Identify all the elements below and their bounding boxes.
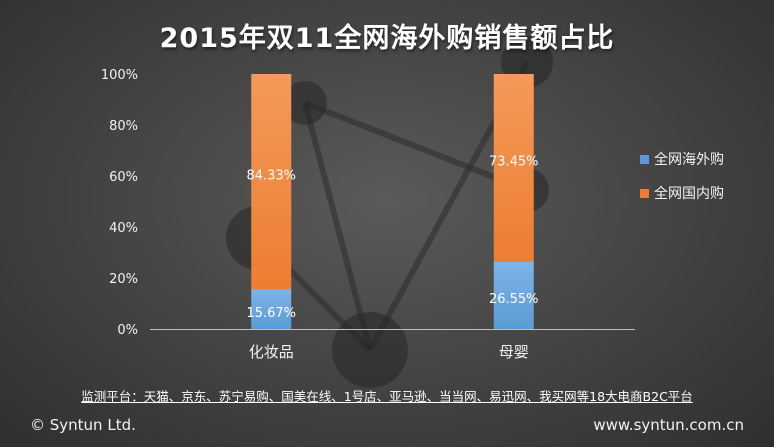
- data-label: 15.67%: [246, 306, 296, 321]
- legend-item-domestic: 全网国内购: [640, 184, 724, 202]
- bar-overseas-1: [493, 261, 534, 329]
- y-tick-label: 100%: [101, 68, 138, 83]
- legend-label-overseas: 全网海外购: [654, 152, 724, 168]
- legend-swatch-overseas: [640, 154, 649, 164]
- x-tick-label: 母婴: [499, 343, 529, 361]
- x-tick-label: 化妆品: [249, 343, 294, 361]
- source-note: 监测平台：天猫、京东、苏宁易购、国美在线、1号店、亚马逊、当当网、易迅网、我买网…: [81, 389, 693, 404]
- bar-domestic-0: [251, 74, 292, 290]
- copyright-text: © Syntun Ltd.: [30, 416, 136, 434]
- data-label: 84.33%: [246, 169, 296, 184]
- data-label: 73.45%: [489, 155, 539, 170]
- bar-overseas-0: [251, 289, 292, 329]
- chart-title: 2015年双11全网海外购销售额占比: [159, 23, 615, 54]
- y-tick-label: 20%: [109, 272, 138, 287]
- y-tick-label: 60%: [109, 170, 138, 185]
- legend: 全网海外购 全网国内购: [640, 150, 724, 218]
- bar-domestic-1: [493, 74, 534, 262]
- y-tick-label: 80%: [109, 119, 138, 134]
- website-link[interactable]: www.syntun.com.cn: [593, 416, 744, 434]
- legend-item-overseas: 全网海外购: [640, 150, 724, 168]
- legend-label-domestic: 全网国内购: [654, 186, 724, 202]
- y-tick-label: 0%: [117, 323, 138, 338]
- data-label: 26.55%: [489, 292, 539, 307]
- legend-swatch-domestic: [640, 188, 649, 198]
- y-tick-label: 40%: [109, 221, 138, 236]
